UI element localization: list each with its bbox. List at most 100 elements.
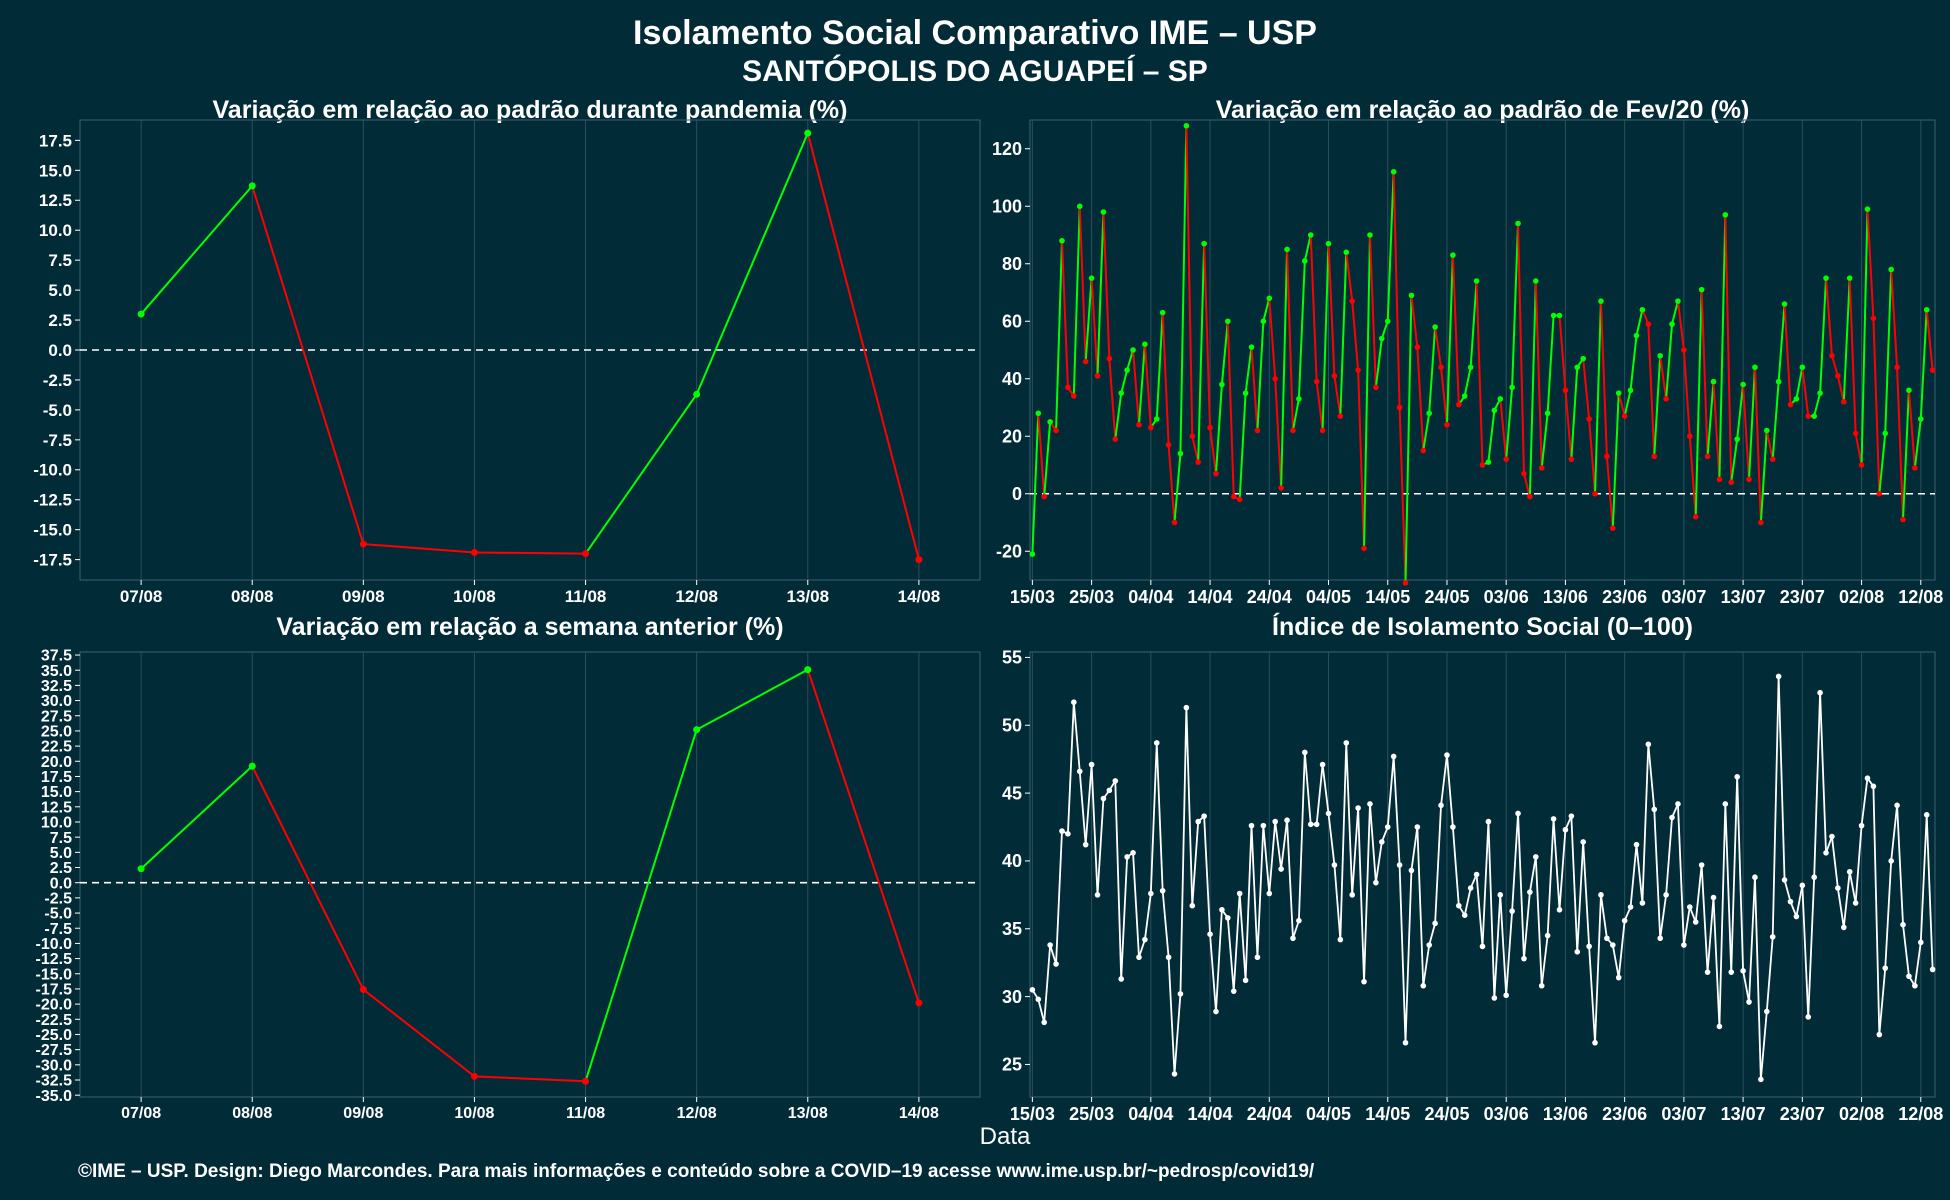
- series-segment: [1398, 407, 1407, 583]
- series-segment: [1505, 387, 1514, 460]
- series-segment: [1712, 381, 1721, 480]
- data-point: [1746, 999, 1752, 1005]
- series-segment: [1523, 892, 1531, 959]
- data-point: [1574, 364, 1581, 371]
- data-point: [1313, 821, 1320, 828]
- series-segment: [1878, 433, 1887, 494]
- data-point: [1319, 761, 1326, 768]
- data-point: [1817, 390, 1823, 396]
- data-point: [1621, 413, 1628, 419]
- series-segment: [1765, 936, 1774, 1012]
- series-segment: [1214, 384, 1223, 474]
- data-point: [1610, 525, 1616, 532]
- data-point: [1882, 430, 1889, 437]
- series-segment: [1369, 803, 1377, 883]
- data-point: [1710, 378, 1717, 385]
- series-segment: [1860, 778, 1869, 826]
- series-segment: [1706, 381, 1715, 457]
- series-segment: [1611, 944, 1620, 978]
- series-segment: [1297, 752, 1306, 921]
- data-point: [1923, 306, 1930, 313]
- data-point: [1420, 447, 1427, 454]
- data-point: [1858, 822, 1865, 829]
- series-segment: [1143, 344, 1152, 428]
- series-segment: [1629, 335, 1638, 391]
- x-tick-label: 03/06: [1484, 1104, 1529, 1124]
- data-point: [1562, 387, 1569, 394]
- series-segment: [1511, 223, 1520, 388]
- y-tick-label: 32.5: [41, 678, 72, 695]
- data-point: [1260, 318, 1267, 325]
- series-segment: [1078, 771, 1087, 845]
- data-point: [137, 310, 145, 318]
- data-point: [1456, 902, 1462, 909]
- data-point: [1272, 375, 1279, 382]
- data-point: [1254, 954, 1261, 961]
- data-point: [1130, 849, 1136, 856]
- data-point: [1118, 390, 1125, 396]
- series-segment: [1203, 816, 1211, 935]
- data-point: [1592, 1039, 1598, 1046]
- data-point: [1307, 232, 1314, 238]
- data-point: [1331, 373, 1338, 379]
- data-point: [1580, 839, 1586, 845]
- series-segment: [1825, 278, 1833, 356]
- series-segment: [1256, 321, 1265, 431]
- series-segment: [474, 1075, 586, 1083]
- series-segment: [1215, 909, 1223, 1012]
- y-tick-label: -32.5: [36, 1073, 73, 1090]
- y-tick-label: 30.0: [41, 693, 72, 710]
- x-tick-label: 14/05: [1365, 587, 1410, 607]
- series-segment: [1475, 874, 1484, 947]
- series-segment: [1848, 278, 1857, 434]
- data-point: [1769, 456, 1776, 463]
- series-segment: [1428, 326, 1437, 414]
- series-segment: [1511, 813, 1519, 912]
- data-point: [1053, 427, 1059, 434]
- x-tick-label: 04/04: [1128, 587, 1173, 607]
- data-point: [1858, 462, 1865, 468]
- data-point: [1592, 490, 1598, 497]
- data-point: [1272, 818, 1279, 825]
- series-segment: [1138, 939, 1146, 958]
- data-point: [1627, 387, 1634, 394]
- series-segment: [1132, 852, 1140, 958]
- page-title: Isolamento Social Comparativo IME – USP: [633, 14, 1317, 52]
- series-segment: [1635, 844, 1644, 904]
- data-point: [1390, 168, 1397, 175]
- x-tick-label: 25/03: [1069, 587, 1114, 607]
- data-point: [1296, 396, 1302, 402]
- data-point: [1876, 1031, 1883, 1038]
- x-tick-label: 24/05: [1424, 587, 1469, 607]
- series-segment: [1842, 871, 1851, 928]
- series-segment: [1268, 298, 1277, 379]
- series-segment: [1451, 255, 1460, 405]
- data-point: [1450, 824, 1456, 830]
- data-point: [1236, 496, 1243, 503]
- data-point: [1657, 352, 1663, 359]
- series-segment: [1647, 324, 1656, 457]
- data-point: [1610, 942, 1616, 948]
- data-point: [1823, 849, 1829, 856]
- series-segment: [1753, 367, 1762, 523]
- data-point: [1929, 966, 1936, 973]
- x-tick-label: 09/08: [343, 1105, 383, 1122]
- y-tick-label: -7.5: [43, 431, 72, 450]
- data-point: [1769, 934, 1776, 940]
- series-segment: [1919, 309, 1928, 420]
- series-segment: [1872, 786, 1881, 1035]
- series-segment: [1682, 906, 1691, 946]
- y-tick-label: 5.0: [50, 845, 72, 862]
- data-point: [1408, 292, 1415, 299]
- data-point: [1598, 298, 1604, 304]
- x-tick-label: 24/05: [1424, 1104, 1469, 1124]
- y-tick-label: 27.5: [41, 708, 72, 725]
- data-point: [1835, 373, 1841, 379]
- data-point: [1189, 433, 1196, 440]
- series-segment: [806, 669, 920, 1004]
- series-segment: [1860, 209, 1869, 466]
- data-point: [1402, 1039, 1409, 1046]
- series-segment: [1132, 349, 1140, 425]
- x-tick-label: 23/07: [1780, 587, 1825, 607]
- series-segment: [1890, 269, 1899, 368]
